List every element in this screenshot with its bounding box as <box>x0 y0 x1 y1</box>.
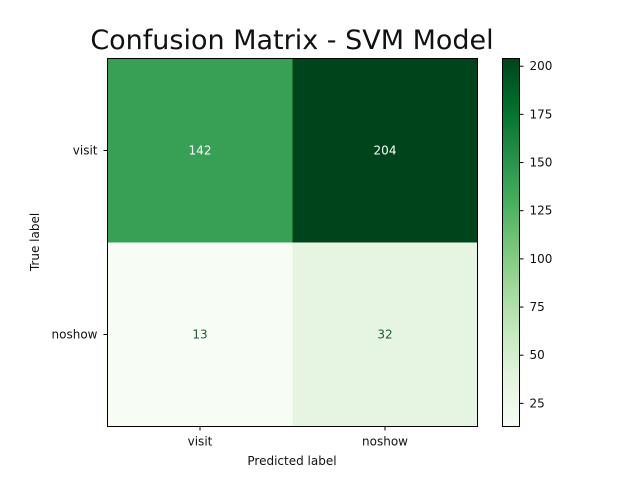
colorbar-tick-label: 50 <box>530 348 545 362</box>
y-axis-label: True label <box>28 213 42 272</box>
heatmap-cell <box>292 242 478 427</box>
colorbar-tick-label: 125 <box>530 204 553 218</box>
x-axis-label: Predicted label <box>247 454 336 468</box>
colorbar-tick-label: 25 <box>530 396 545 410</box>
heatmap-value-labels: 142 204 13 32 <box>189 144 397 342</box>
colorbar <box>502 58 520 427</box>
colorbar-tick-label: 200 <box>530 59 553 73</box>
heatmap-cell <box>292 58 478 243</box>
x-tick-label: noshow <box>362 435 408 449</box>
x-tick-label: visit <box>188 435 213 449</box>
y-tick-label: visit <box>73 144 98 158</box>
cell-value-label: 204 <box>374 144 397 158</box>
plot-frame <box>107 58 478 427</box>
colorbar-tick-label: 150 <box>530 156 553 170</box>
cell-value-label: 32 <box>377 328 392 342</box>
heatmap-cell <box>107 242 293 427</box>
cell-value-label: 142 <box>189 144 212 158</box>
chart-title: Confusion Matrix - SVM Model <box>90 25 493 56</box>
heatmap-cell <box>107 58 293 243</box>
y-axis-ticks: visit noshow <box>52 144 108 342</box>
y-tick-label: noshow <box>52 328 98 342</box>
cell-value-label: 13 <box>192 328 207 342</box>
colorbar-tick-label: 100 <box>530 252 553 266</box>
heatmap-cells <box>107 58 478 427</box>
colorbar-ticks: 25 50 75 100 125 150 175 200 <box>519 59 553 410</box>
colorbar-tick-label: 175 <box>530 107 553 121</box>
colorbar-tick-label: 75 <box>530 300 545 314</box>
x-axis-ticks: visit noshow <box>188 426 408 449</box>
